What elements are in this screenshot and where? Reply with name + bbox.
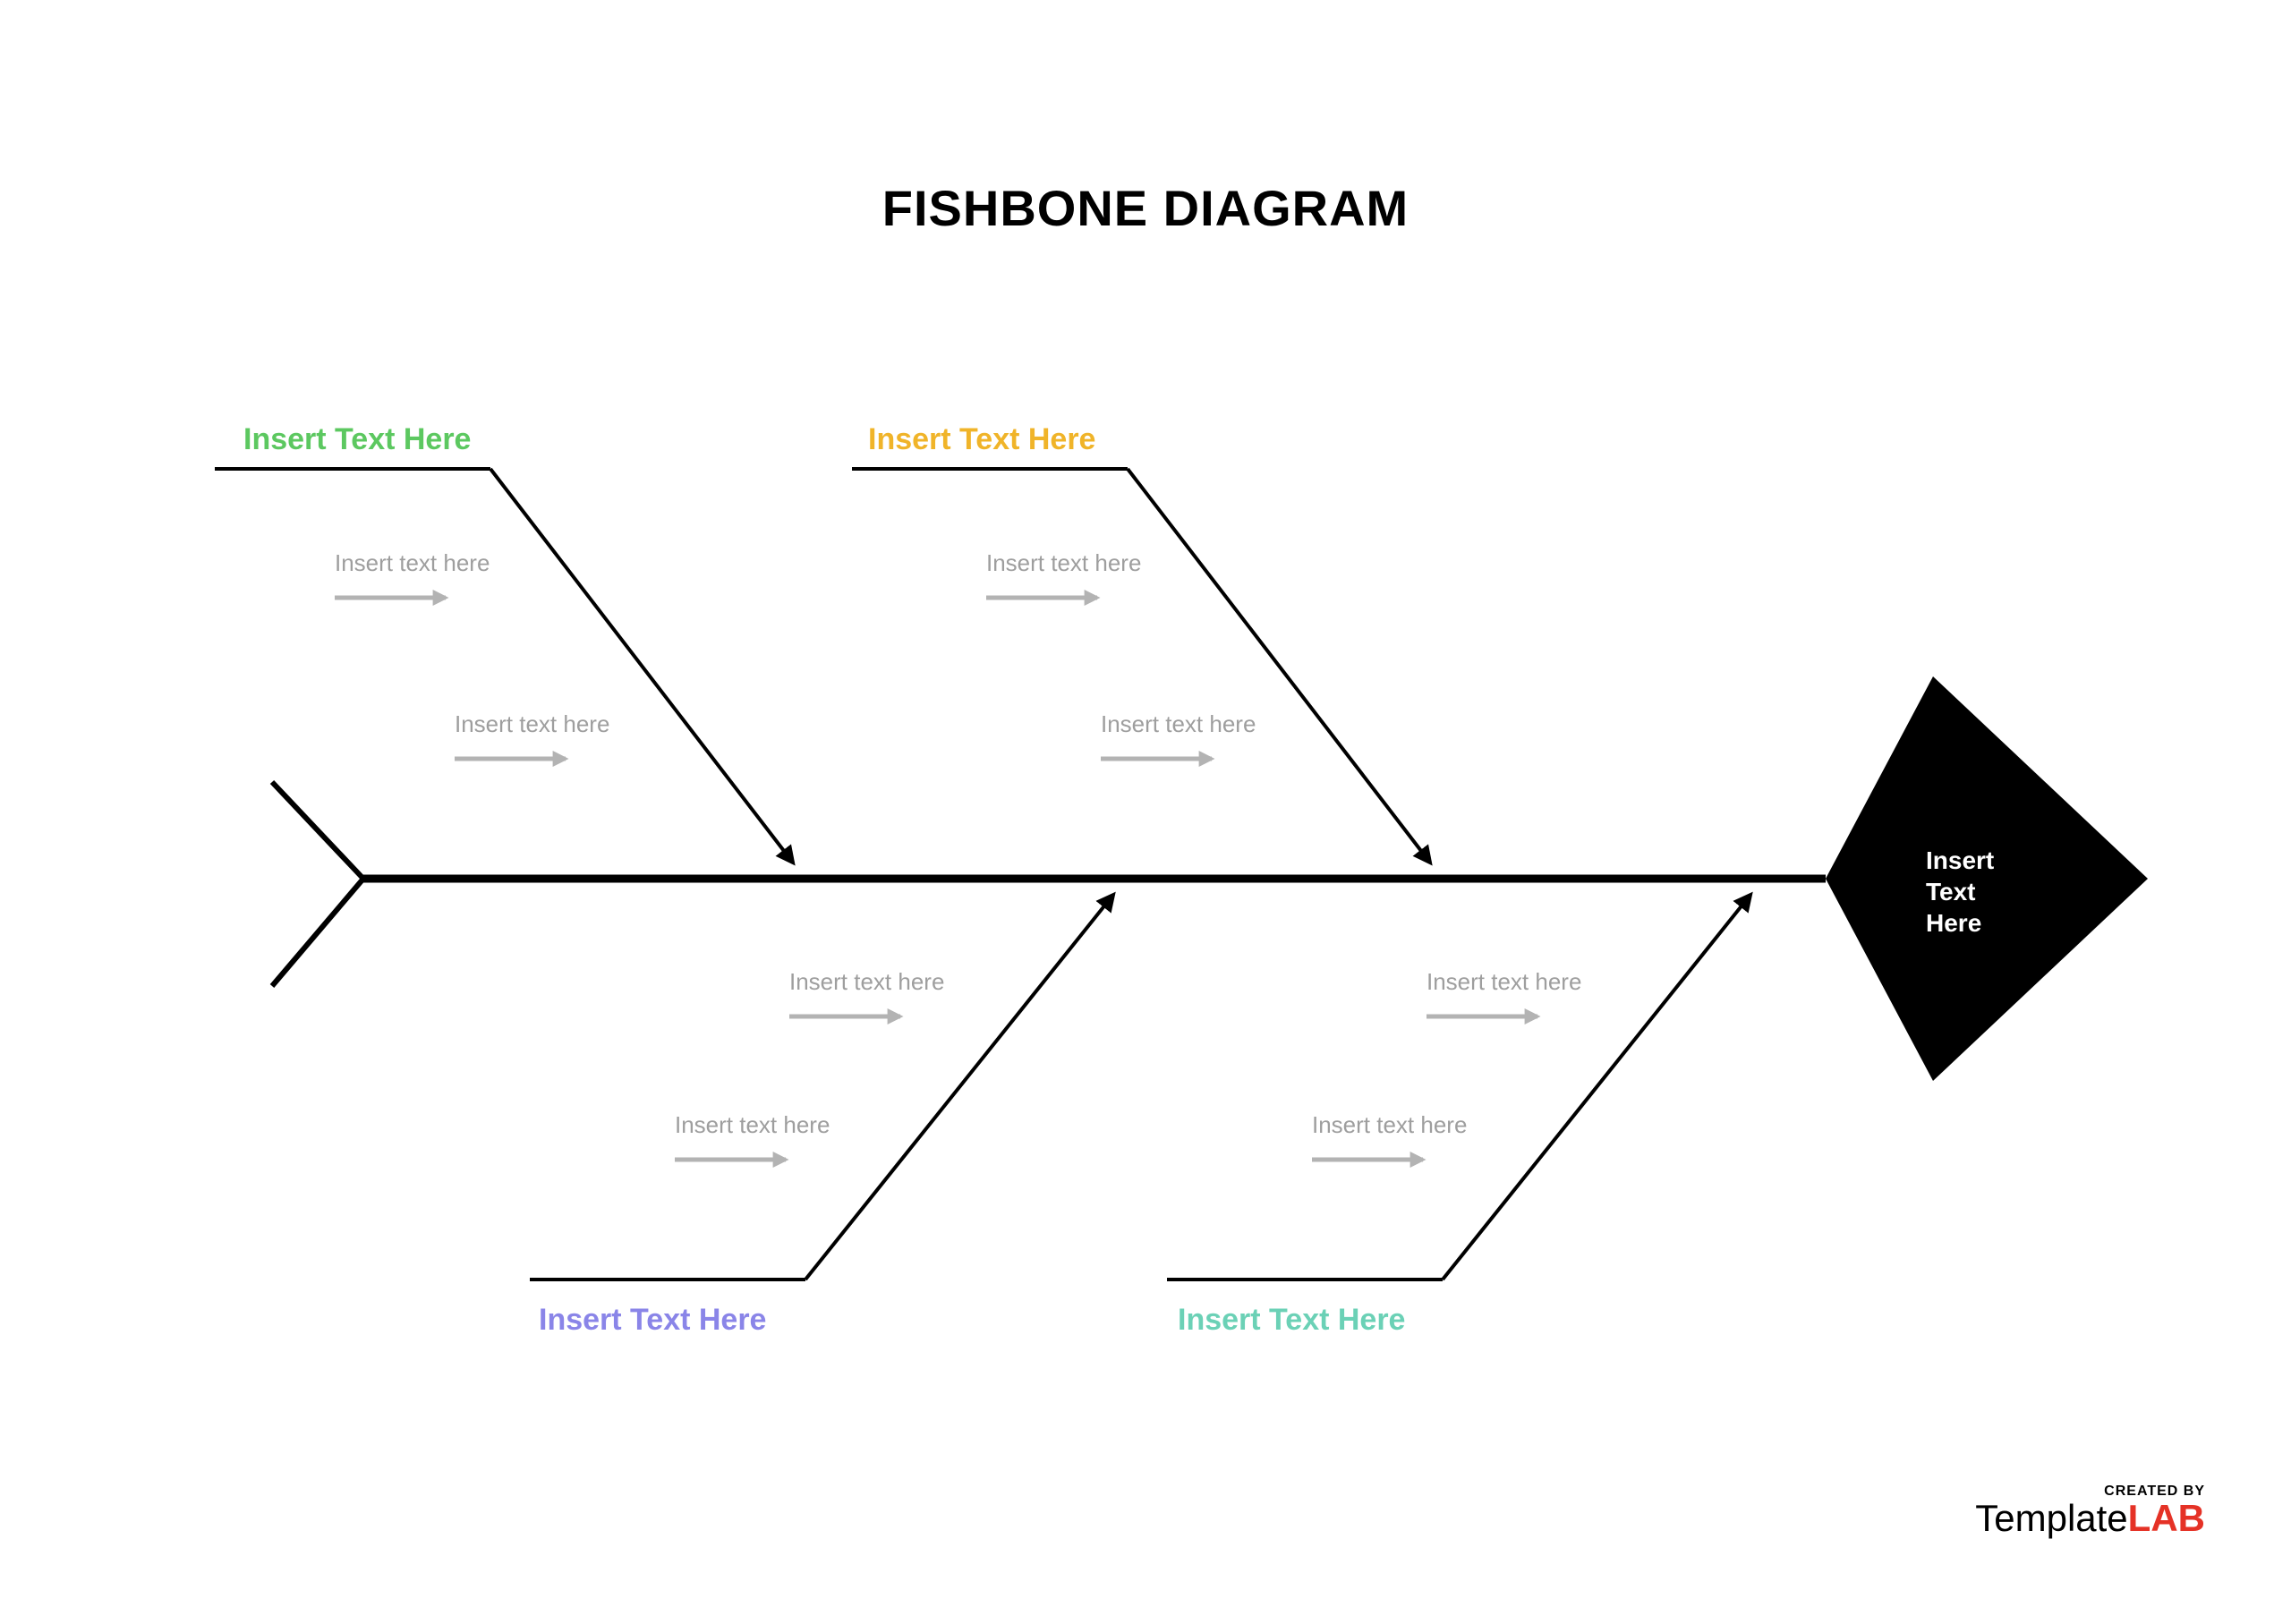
footer-brand-left: Template xyxy=(1975,1497,2127,1539)
sub-cause-label: Insert text here xyxy=(986,549,1141,577)
sub-cause-label: Insert text here xyxy=(1427,968,1581,996)
sub-cause-label: Insert text here xyxy=(1101,710,1256,738)
fishbone-svg xyxy=(0,0,2291,1620)
category-label-bottom: Insert Text Here xyxy=(539,1303,766,1338)
fish-head-label: Insert Text Here xyxy=(1926,845,1994,939)
footer-brand: TemplateLAB xyxy=(1975,1500,2205,1537)
sub-cause-label: Insert text here xyxy=(455,710,609,738)
sub-cause-label: Insert text here xyxy=(1312,1111,1467,1139)
sub-cause-label: Insert text here xyxy=(675,1111,830,1139)
sub-cause-label: Insert text here xyxy=(789,968,944,996)
category-label-top: Insert Text Here xyxy=(243,422,471,457)
footer-branding: CREATED BY TemplateLAB xyxy=(1975,1484,2205,1537)
diagram-canvas xyxy=(0,0,2291,1620)
category-label-bottom: Insert Text Here xyxy=(1178,1303,1405,1338)
category-label-top: Insert Text Here xyxy=(868,422,1095,457)
page: FISHBONE DIAGRAM Insert Text Here CREATE… xyxy=(0,0,2291,1620)
sub-cause-label: Insert text here xyxy=(335,549,490,577)
footer-brand-right: LAB xyxy=(2128,1497,2205,1539)
